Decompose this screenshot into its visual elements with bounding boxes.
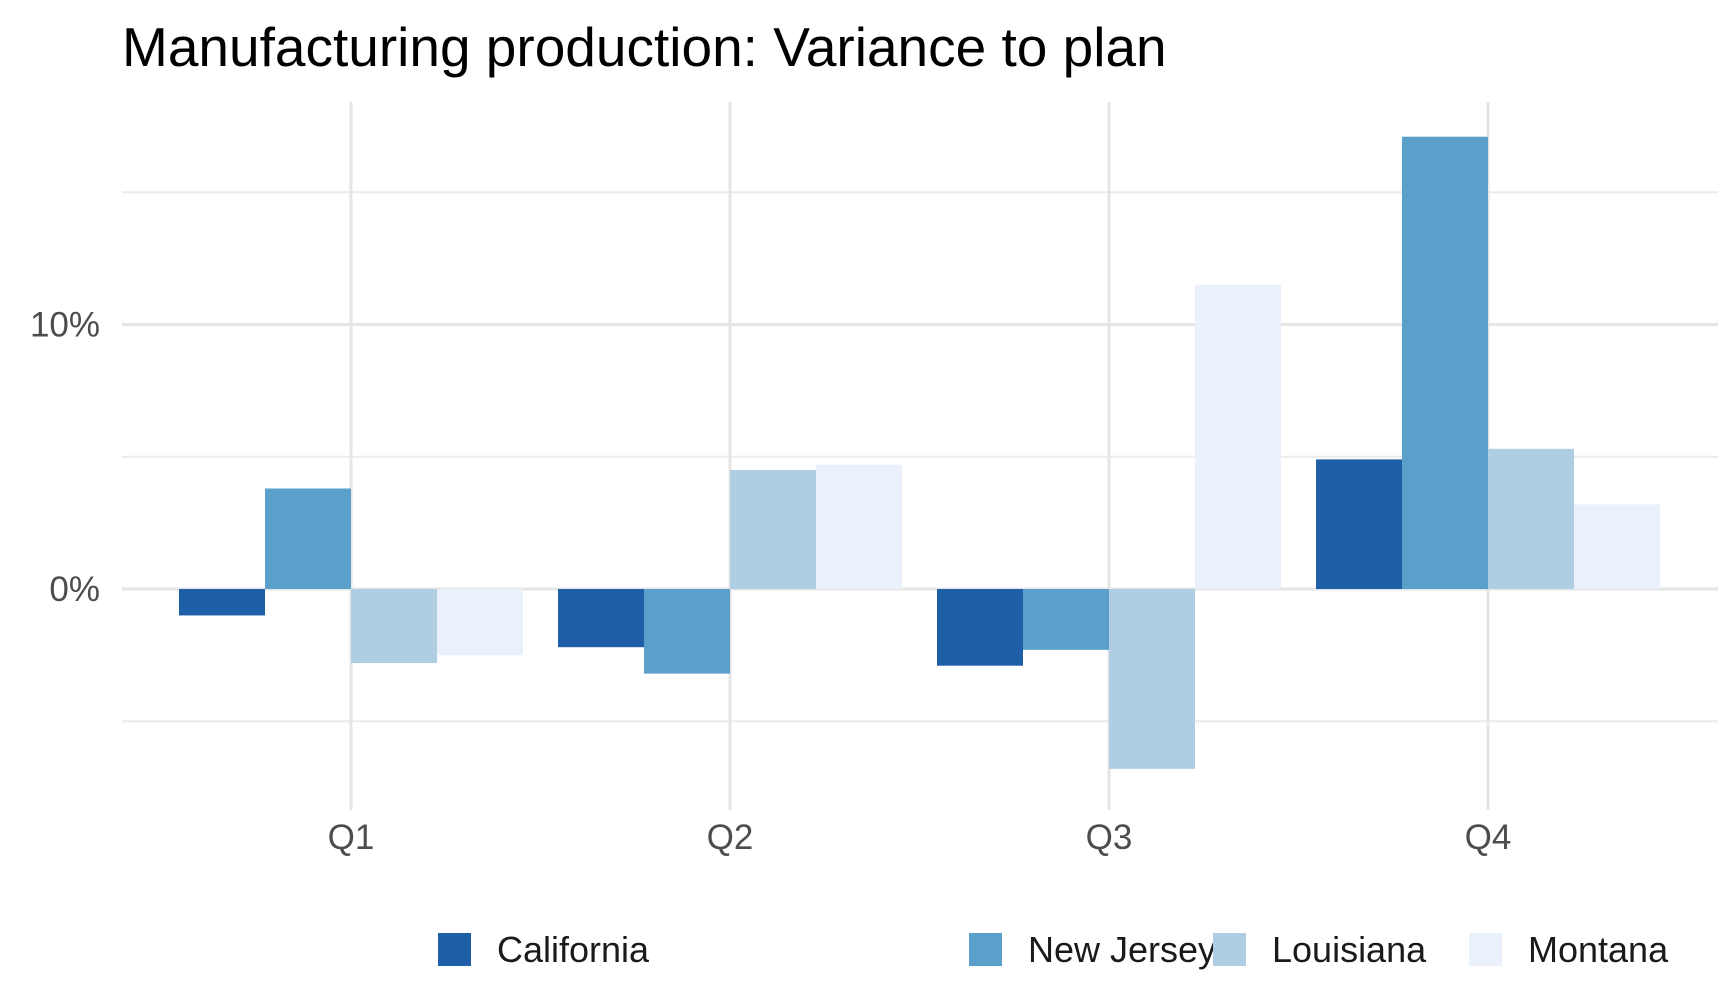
bar	[1402, 136, 1488, 589]
legend-label: Montana	[1528, 929, 1669, 970]
legend-swatch	[1469, 933, 1502, 966]
legend-label: California	[497, 929, 650, 970]
bar	[937, 589, 1023, 666]
bar	[1488, 448, 1574, 589]
chart-title: Manufacturing production: Variance to pl…	[122, 16, 1167, 78]
bar	[265, 488, 351, 589]
bar	[816, 464, 902, 589]
bar	[644, 589, 730, 674]
x-tick-label: Q4	[1465, 818, 1512, 857]
legend-label: Louisiana	[1272, 929, 1427, 970]
bar	[558, 589, 644, 648]
legend: California New Jersey Louisiana Montana	[438, 929, 1669, 970]
bar	[730, 469, 816, 589]
bar	[1316, 459, 1402, 589]
bar	[351, 589, 437, 664]
x-tick-label: Q2	[707, 818, 754, 857]
y-tick-label: 0%	[49, 570, 100, 609]
legend-swatch	[1213, 933, 1246, 966]
bar	[1109, 589, 1195, 769]
bar	[179, 589, 265, 616]
bar	[437, 589, 523, 656]
x-tick-label: Q3	[1086, 818, 1133, 857]
bars	[179, 136, 1660, 769]
bar	[1195, 284, 1281, 589]
bar	[1023, 589, 1109, 650]
legend-swatch	[969, 933, 1002, 966]
bar	[1574, 504, 1660, 589]
y-tick-label: 10%	[30, 306, 100, 345]
x-tick-label: Q1	[328, 818, 375, 857]
axis-labels: 0% 10% Q1 Q2 Q3 Q4	[30, 306, 1511, 858]
legend-label: New Jersey	[1028, 929, 1216, 970]
legend-swatch	[438, 933, 471, 966]
